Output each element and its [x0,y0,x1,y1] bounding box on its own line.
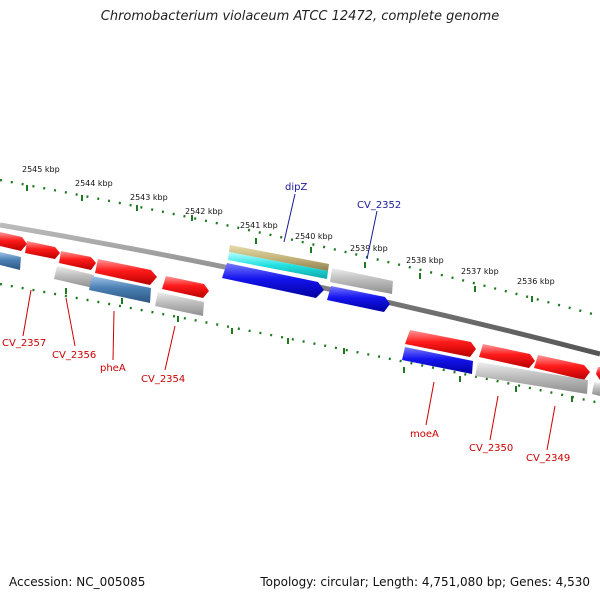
gene-arrow[interactable] [155,292,204,316]
tick-label: 2542 kbp [185,207,223,216]
gene-arrow[interactable] [228,252,328,279]
gene-arrow[interactable] [592,382,600,396]
tick-ring-inner [0,282,600,405]
gene-arrow[interactable] [0,232,27,251]
reverse-features [0,252,600,396]
gene-label-moea[interactable]: moeA [410,429,439,440]
tick-ring-outer [0,178,600,318]
gene-arrow[interactable] [25,241,60,259]
major-ticks [26,185,533,302]
gene-arrow[interactable] [405,330,476,357]
tick-label: 2536 kbp [517,277,555,286]
accession-text: Accession: NC_005085 [9,575,146,589]
gene-arrow[interactable] [229,245,329,271]
gene-label-cv2356[interactable]: CV_2356 [52,350,96,361]
gene-arrow[interactable] [89,276,151,303]
gene-arrow[interactable] [402,347,473,374]
inner-ticks [65,288,573,402]
gene-label-dipz[interactable]: dipZ [285,182,307,193]
gene-arrow[interactable] [162,276,209,298]
gene-label-cv2350[interactable]: CV_2350 [469,443,513,454]
tick-label: 2543 kbp [130,193,168,202]
tick-label: 2540 kbp [295,232,333,241]
leader-lines [22,193,556,451]
tick-label: 2544 kbp [75,179,113,188]
gene-arrow[interactable] [54,266,94,288]
gene-label-cv2349[interactable]: CV_2349 [526,453,570,464]
gene-arrow[interactable] [327,286,390,312]
gene-arrow[interactable] [475,362,588,394]
tick-label: 2538 kbp [406,256,444,265]
map-title: Chromobacterium violaceum ATCC 12472, co… [100,9,500,24]
gene-arrow[interactable] [0,252,21,270]
gene-arrow[interactable] [330,268,393,294]
genome-summary-text: Topology: circular; Length: 4,751,080 bp… [260,575,590,589]
tick-label: 2537 kbp [461,267,499,276]
gene-arrow[interactable] [534,355,590,380]
gene-label-cv2354[interactable]: CV_2354 [141,374,185,385]
gene-label-phea[interactable]: pheA [100,363,126,374]
gene-label-cv2352[interactable]: CV_2352 [357,200,401,211]
gene-arrow[interactable] [95,259,157,285]
forward-features [0,232,600,380]
gene-arrow[interactable] [59,251,96,270]
gene-label-cv2357[interactable]: CV_2357 [2,338,46,349]
tick-label: 2541 kbp [240,221,278,230]
gene-arrow[interactable] [596,367,600,380]
gene-arrow[interactable] [479,344,535,368]
tick-label: 2545 kbp [22,165,60,174]
gene-arrow[interactable] [222,263,324,298]
